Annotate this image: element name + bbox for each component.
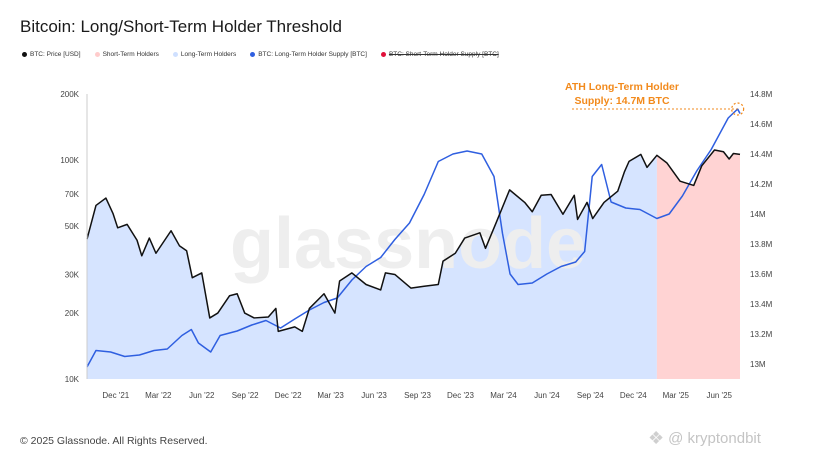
x-tick-label: Dec '23 (447, 391, 474, 400)
x-tick-label: Mar '23 (317, 391, 344, 400)
ath-annotation-line1: ATH Long-Term Holder (565, 81, 679, 93)
legend-label: Short-Term Holders (102, 51, 159, 58)
lth-supply-line[interactable] (86, 108, 741, 368)
x-tick-label: Sep '24 (577, 391, 604, 400)
x-tick-label: Jun '24 (534, 391, 560, 400)
y-right-tick-label: 14.2M (750, 180, 773, 189)
legend-item-long-term-holders[interactable]: Long-Term Holders (172, 51, 237, 58)
y-left-tick-label: 20K (65, 309, 80, 318)
y-left-tick-label: 200K (60, 90, 79, 99)
y-right-tick-label: 13.2M (750, 330, 773, 339)
legend-label: BTC: Short-Term Holder Supply [BTC] (388, 51, 499, 58)
legend-item-sth-supply[interactable]: BTC: Short-Term Holder Supply [BTC] (380, 51, 499, 58)
x-tick-label: Dec '22 (275, 391, 302, 400)
legend-item-price[interactable]: BTC: Price [USD] (22, 51, 81, 58)
legend-marker (94, 52, 100, 57)
price-line[interactable] (86, 149, 741, 333)
y-left-tick-label: 10K (65, 375, 80, 384)
watermark: ❖ @ kryptondbit (648, 428, 761, 449)
background-watermark: glassnode (230, 204, 586, 284)
y-right-tick-label: 13.6M (750, 270, 773, 279)
x-tick-label: Sep '23 (404, 391, 431, 400)
ath-annotation-line2: Supply: 14.7M BTC (574, 95, 670, 107)
y-left-tick-label: 100K (60, 156, 79, 165)
y-right-tick-label: 14.4M (750, 150, 773, 159)
x-tick-label: Sep '22 (232, 391, 259, 400)
legend-marker (250, 52, 256, 57)
legend-marker (22, 52, 27, 57)
x-tick-label: Mar '24 (490, 391, 517, 400)
legend-label: Long-Term Holders (180, 51, 237, 58)
short-term-holders-area (656, 150, 740, 379)
y-right-tick-label: 13.8M (750, 240, 773, 249)
chart-legend: BTC: Price [USD] Short-Term Holders Long… (22, 51, 499, 58)
long-term-holders-area (87, 154, 657, 379)
y-left-tick-label: 70K (65, 190, 80, 199)
legend-marker (380, 52, 386, 57)
copyright-footer: © 2025 Glassnode. All Rights Reserved. (20, 435, 208, 447)
y-left-tick-label: 50K (65, 222, 80, 231)
x-tick-label: Dec '24 (620, 391, 647, 400)
x-tick-label: Dec '21 (102, 391, 129, 400)
legend-item-lth-supply[interactable]: BTC: Long-Term Holder Supply [BTC] (250, 51, 367, 58)
ath-marker (731, 102, 745, 116)
y-left-tick-label: 30K (65, 270, 80, 279)
x-tick-label: Mar '25 (663, 391, 690, 400)
legend-label: BTC: Long-Term Holder Supply [BTC] (258, 51, 367, 58)
x-tick-label: Mar '22 (145, 391, 172, 400)
x-tick-label: Jun '25 (706, 391, 732, 400)
diamond-logo-icon: ❖ (648, 428, 665, 448)
y-right-tick-label: 14M (750, 210, 766, 219)
y-right-tick-label: 13.4M (750, 300, 773, 309)
legend-item-short-term-holders[interactable]: Short-Term Holders (94, 51, 159, 58)
watermark-handle: @ kryptondbit (668, 430, 761, 447)
legend-label: BTC: Price [USD] (30, 51, 81, 58)
y-right-tick-label: 14.8M (750, 90, 773, 99)
y-right-tick-label: 13M (750, 360, 766, 369)
x-tick-label: Jun '23 (361, 391, 387, 400)
chart-title: Bitcoin: Long/Short-Term Holder Threshol… (20, 17, 342, 36)
x-tick-label: Jun '22 (189, 391, 215, 400)
legend-marker (172, 52, 178, 57)
y-right-tick-label: 14.6M (750, 120, 773, 129)
